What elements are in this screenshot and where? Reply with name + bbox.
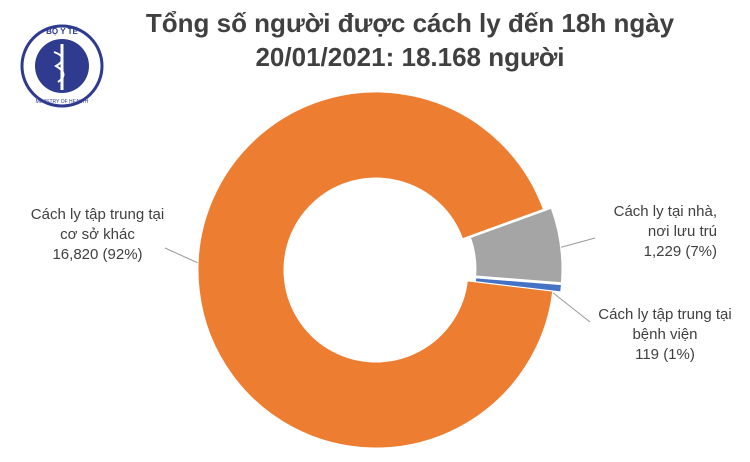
donut-slice: [197, 91, 554, 449]
slice-label: Cách ly tại nhà, nơi lưu trú 1,229 (7%): [592, 202, 717, 262]
slice-label: Cách ly tập trung tại bệnh viện 119 (1%): [590, 305, 740, 365]
category-label: Cách ly tập trung tại bệnh viện: [598, 306, 732, 343]
value-label: 16,820 (92%): [52, 246, 143, 263]
slice-label: Cách ly tập trung tại cơ sở khác 16,820 …: [25, 205, 170, 265]
category-label: Cách ly tại nhà, nơi lưu trú: [613, 203, 717, 240]
donut-slice: [469, 207, 563, 284]
value-label: 1,229 (7%): [643, 243, 717, 260]
donut-slice: [474, 277, 562, 293]
logo: BỘ Y TẾ MINISTRY OF HEALTH: [20, 24, 104, 108]
leader-line: [551, 291, 591, 323]
category-label: Cách ly tập trung tại cơ sở khác: [30, 206, 165, 243]
logo-bottom: MINISTRY OF HEALTH: [36, 99, 89, 105]
value-label: 119 (1%): [635, 346, 695, 363]
logo-top: BỘ Y TẾ: [46, 26, 78, 36]
chart-title: 20/01/2021: 18.168 người: [255, 42, 565, 72]
chart-title: Tổng số người được cách ly đến 18h ngày: [145, 8, 675, 38]
